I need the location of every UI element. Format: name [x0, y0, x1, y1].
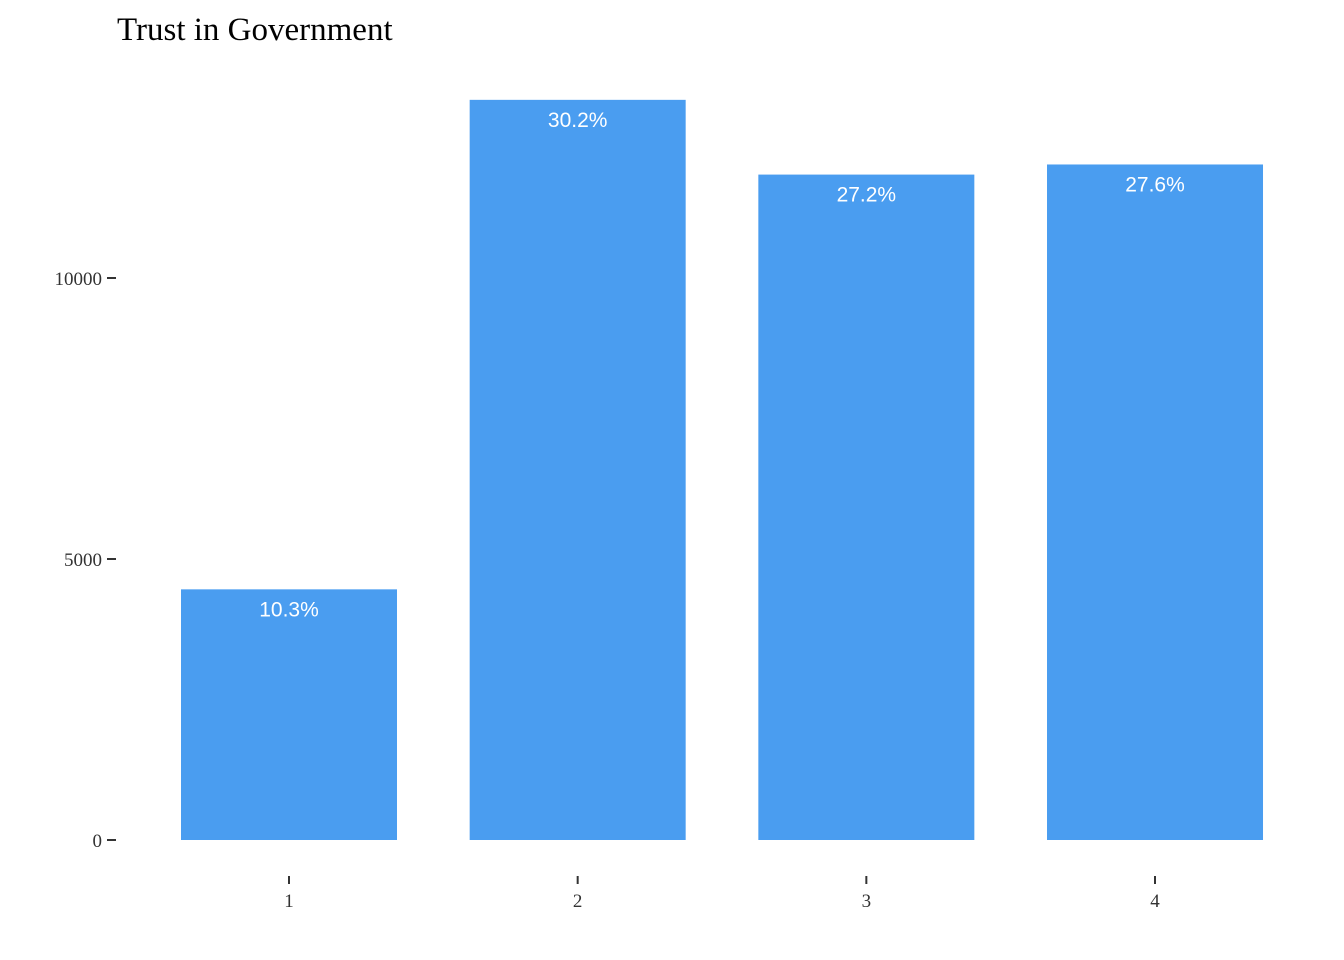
bar-value-label: 27.6%	[1125, 173, 1185, 196]
bar-1	[181, 589, 397, 840]
x-tick-label: 2	[573, 891, 583, 912]
bars	[181, 99, 1264, 841]
x-tick-label: 3	[862, 891, 872, 912]
chart-title: Trust in Government	[117, 12, 393, 48]
bar-value-label: 27.2%	[837, 184, 897, 207]
bar-labels: 10.3% 30.2% 27.2% 27.6%	[259, 109, 1185, 622]
y-tick-label: 5000	[64, 550, 102, 571]
y-tick-label: 10000	[55, 269, 103, 290]
bar-4	[1047, 164, 1264, 840]
x-tick-label: 4	[1150, 891, 1160, 912]
y-tick-label: 0	[93, 831, 103, 852]
x-axis: 1 2 3 4	[284, 876, 1160, 912]
bar-3	[758, 174, 975, 841]
bar-value-label: 10.3%	[259, 598, 319, 621]
bar-value-label: 30.2%	[548, 109, 608, 132]
x-tick-label: 1	[284, 891, 294, 912]
y-axis: 0 5000 10000	[55, 269, 116, 852]
bar-2	[469, 99, 686, 840]
